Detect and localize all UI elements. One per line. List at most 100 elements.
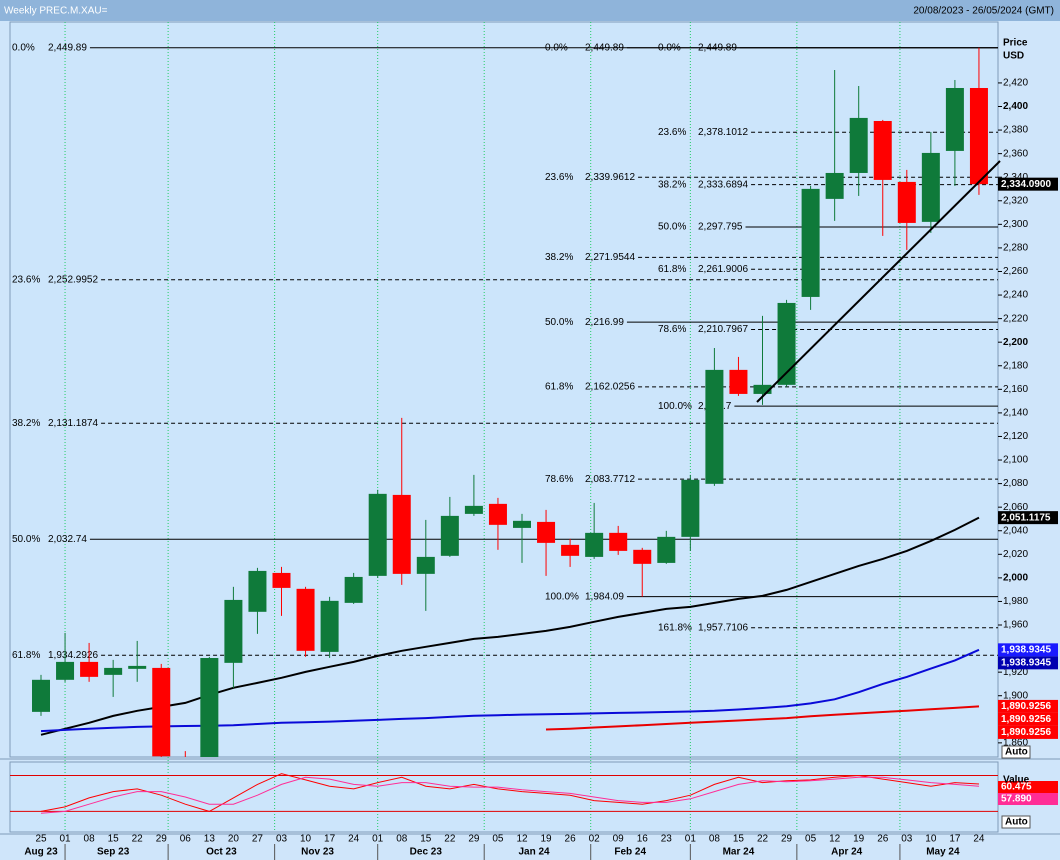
y-tick-label: 2,120 <box>1003 431 1028 442</box>
x-tick-label: 08 <box>396 834 408 845</box>
price-tag <box>998 643 1058 657</box>
auto-button-label[interactable]: Auto <box>1005 747 1028 758</box>
fib-ratio: 50.0% <box>12 534 40 545</box>
price-tag <box>998 656 1058 670</box>
x-tick-label: 29 <box>781 834 793 845</box>
fib-ratio: 38.2% <box>12 418 40 429</box>
x-tick-label: 02 <box>589 834 601 845</box>
price-tag-label: 2,051.1175 <box>1001 512 1051 523</box>
candle-body <box>488 503 507 525</box>
candle-body <box>897 181 916 223</box>
fib-ratio: 23.6% <box>545 172 573 183</box>
x-tick-label: 17 <box>949 834 961 845</box>
candle-body <box>825 172 844 199</box>
candle-body <box>513 520 531 528</box>
y-axis-unit: USD <box>1003 51 1024 62</box>
moving-average <box>40 648 980 733</box>
x-tick-label: 22 <box>444 834 456 845</box>
price-tag <box>998 511 1058 525</box>
auto-button-box[interactable] <box>1001 745 1031 759</box>
y-tick-label: 1,920 <box>1003 667 1028 678</box>
y-tick-label: 2,240 <box>1003 290 1028 301</box>
candle-body <box>657 536 676 563</box>
month-label: Feb 24 <box>614 847 646 858</box>
fib-price: 2,252.9952 <box>48 274 98 285</box>
fib-ratio: 0.0% <box>658 42 681 53</box>
month-label: Dec 23 <box>410 847 443 858</box>
y-tick-label: 2,000 <box>1003 573 1028 584</box>
candle-body <box>152 667 171 757</box>
month-label: Jan 24 <box>518 847 550 858</box>
y-tick-label: 1,900 <box>1003 690 1028 701</box>
candle-body <box>104 667 123 675</box>
candle-body <box>537 521 556 543</box>
x-tick-label: 03 <box>276 834 288 845</box>
candle-body <box>609 532 628 551</box>
fib-price: 2,271.9544 <box>585 252 635 263</box>
moving-average <box>40 516 980 736</box>
x-tick-label: 16 <box>637 834 649 845</box>
candle-body <box>873 120 892 180</box>
fib-price: 2,131.1874 <box>48 418 98 429</box>
candle-body <box>392 494 411 574</box>
candle-body <box>705 369 724 484</box>
candle-body <box>416 556 435 574</box>
candle-body <box>921 152 940 222</box>
candle-body <box>440 515 459 556</box>
price-tag-label: 2,334.0900 <box>1001 179 1051 190</box>
auto-button[interactable]: Auto <box>1001 745 1031 759</box>
price-tag <box>998 712 1058 726</box>
month-label: May 24 <box>926 847 960 858</box>
price-tag-label: 1,890.9256 <box>1001 714 1051 725</box>
fib-price: 2,449.89 <box>585 42 624 53</box>
month-label: Aug 23 <box>24 847 58 858</box>
auto-button-box[interactable] <box>1001 815 1031 829</box>
y-tick-label: 2,040 <box>1003 525 1028 536</box>
y-tick-label: 2,020 <box>1003 549 1028 560</box>
y-tick-label: 2,280 <box>1003 243 1028 254</box>
indicator-plot <box>9 761 999 833</box>
x-tick-label: 01 <box>59 834 71 845</box>
candle-body <box>320 600 339 652</box>
fib-ratio: 0.0% <box>12 42 35 53</box>
x-tick-label: 26 <box>565 834 577 845</box>
x-tick-label: 19 <box>853 834 865 845</box>
fib-price: 2,162.0256 <box>585 382 635 393</box>
y-tick-label: 2,300 <box>1003 219 1028 230</box>
fibonacci-levels: 0.0% 2,449.89 23.6% 2,252.9952 38.2% 2,131.18… <box>12 42 998 661</box>
x-tick-label: 24 <box>348 834 360 845</box>
y-tick-label: 2,220 <box>1003 313 1028 324</box>
fib-price: 1,984.09 <box>585 591 624 602</box>
y-tick-label: 2,420 <box>1003 78 1028 89</box>
price-tag-label: 1,890.9256 <box>1001 727 1051 738</box>
price-plot <box>9 21 999 758</box>
candle-body <box>32 679 50 712</box>
candle-body <box>777 302 796 385</box>
price-tag-label: 1,890.9256 <box>1001 701 1051 712</box>
x-tick-label: 15 <box>108 834 120 845</box>
x-tick-label: 19 <box>540 834 552 845</box>
fib-price: 2,083.7712 <box>585 474 635 485</box>
fib-ratio: 161.8% <box>658 622 692 633</box>
fib-price: 2,449.89 <box>48 42 87 53</box>
moving-average <box>545 705 980 731</box>
y-tick-label: 1,960 <box>1003 620 1028 631</box>
candle-body <box>561 544 580 556</box>
trend-line <box>756 160 1001 403</box>
month-label: Nov 23 <box>301 847 334 858</box>
x-tick-label: 27 <box>252 834 264 845</box>
x-tick-label: 22 <box>132 834 144 845</box>
auto-button[interactable]: Auto <box>1001 815 1031 829</box>
candle-body <box>681 479 700 537</box>
y-tick-label: 2,080 <box>1003 478 1028 489</box>
y-tick-label: 2,180 <box>1003 360 1028 371</box>
axes: 25 01 08 15 22 29 06 13 20 27 03 10 17 24 01 08 15 22 29 05… <box>24 78 1058 860</box>
auto-button-label[interactable]: Auto <box>1005 817 1028 828</box>
candles <box>32 47 988 757</box>
candle-body <box>464 505 483 514</box>
candle-body <box>272 572 291 588</box>
fib-price: 1,957.7106 <box>698 622 748 633</box>
fib-ratio: 61.8% <box>545 382 573 393</box>
fib-price: 2,216.99 <box>585 317 624 328</box>
x-tick-label: 10 <box>300 834 312 845</box>
